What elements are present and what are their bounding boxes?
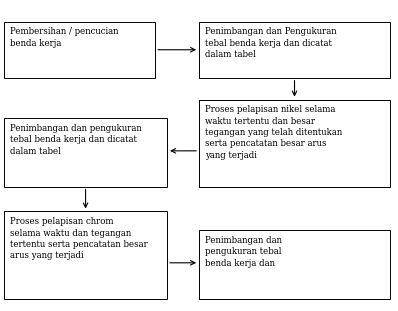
FancyBboxPatch shape [4,211,167,299]
FancyBboxPatch shape [4,118,167,187]
FancyBboxPatch shape [199,100,390,187]
FancyBboxPatch shape [199,22,390,78]
FancyBboxPatch shape [4,22,155,78]
Text: Penimbangan dan pengukuran
tebal benda kerja dan dicatat
dalam tabel: Penimbangan dan pengukuran tebal benda k… [10,124,142,156]
Text: Proses pelapisan nikel selama
waktu tertentu dan besar
tegangan yang telah diten: Proses pelapisan nikel selama waktu tert… [205,105,342,160]
Text: Penimbangan dan
pengukuran tebal
benda kerja dan: Penimbangan dan pengukuran tebal benda k… [205,236,282,268]
FancyBboxPatch shape [199,230,390,299]
Text: Proses pelapisan chrom
selama waktu dan tegangan
tertentu serta pencatatan besar: Proses pelapisan chrom selama waktu dan … [10,217,148,260]
Text: Pembersihan / pencucian
benda kerja: Pembersihan / pencucian benda kerja [10,27,119,48]
Text: Penimbangan dan Pengukuran
tebal benda kerja dan dicatat
dalam tabel: Penimbangan dan Pengukuran tebal benda k… [205,27,337,59]
